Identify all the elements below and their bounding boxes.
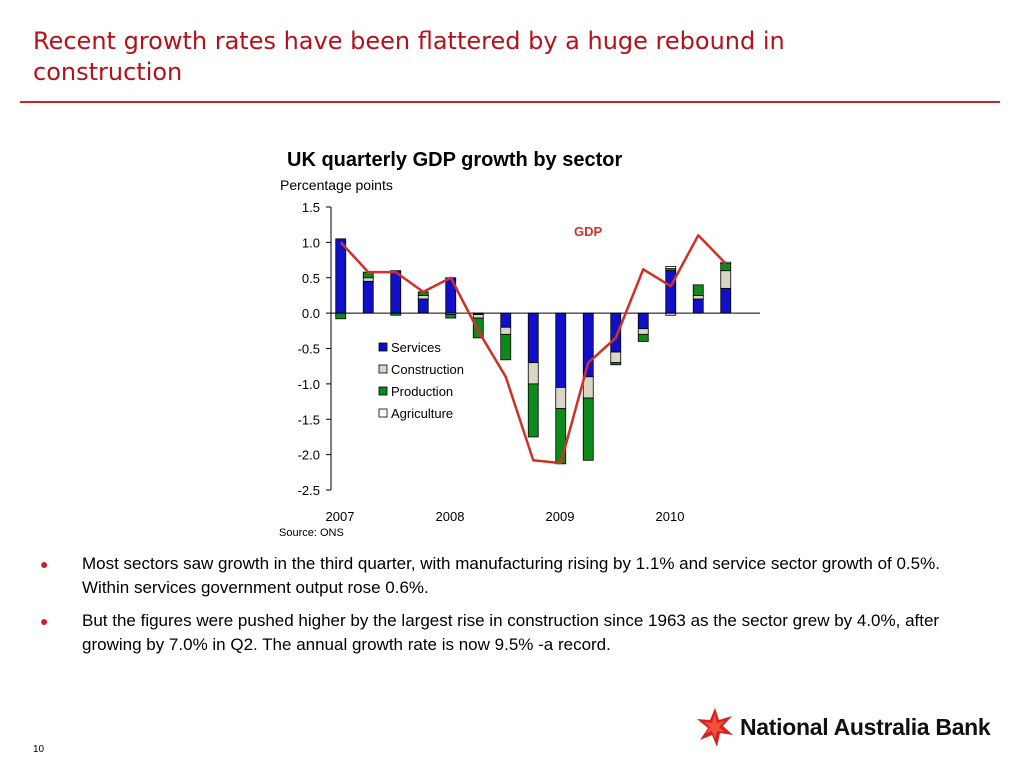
bullet-list: ● Most sectors saw growth in the third q… xyxy=(40,552,990,666)
bar-services-segment xyxy=(610,312,622,353)
bar-construction-segment xyxy=(500,326,512,335)
bar-production-segment xyxy=(555,408,567,465)
x-tick-label: 2010 xyxy=(656,509,685,524)
bar-services-segment xyxy=(637,312,649,330)
bar-production-segment xyxy=(637,333,649,342)
bank-logo-text: National Australia Bank xyxy=(740,714,991,740)
page-number: 10 xyxy=(33,744,45,755)
bar-production-segment xyxy=(527,383,539,438)
bar-production-segment xyxy=(610,362,622,366)
gdp-line-label: GDP xyxy=(574,224,603,239)
bullet-marker: ● xyxy=(40,613,49,629)
legend-entry: Construction xyxy=(391,362,464,377)
y-tick-label: 1.0 xyxy=(302,235,320,250)
bullet-marker: ● xyxy=(40,556,49,572)
y-tick-label: 0.0 xyxy=(302,306,320,321)
bar-production-segment xyxy=(472,317,484,339)
y-tick-label: -1.0 xyxy=(298,377,320,392)
bar-production-segment xyxy=(720,263,732,272)
bar-production-segment xyxy=(582,397,594,461)
y-tick-label: -2.0 xyxy=(298,448,320,463)
bar-services-segment xyxy=(720,287,732,314)
bar-construction-segment xyxy=(362,277,374,282)
bullet-item: ● But the figures were pushed higher by … xyxy=(40,609,990,657)
x-tick-label: 2008 xyxy=(436,509,465,524)
bar-services-segment xyxy=(362,280,374,314)
gdp-chart: 1.5 1.0 0.5 0.0 -0.5 -1.0 -1.5 -2.0 -2.5 2007 2008… xyxy=(298,200,760,524)
y-tick-label: 1.5 xyxy=(302,200,320,215)
bullet-item: ● Most sectors saw growth in the third q… xyxy=(40,552,990,600)
chart-title: UK quarterly GDP growth by sector xyxy=(287,149,623,171)
bar-construction-segment xyxy=(472,314,484,319)
bar-agriculture-segment xyxy=(665,266,677,269)
x-tick-label: 2009 xyxy=(546,509,575,524)
bar-construction-segment xyxy=(720,270,732,289)
bar-production-segment xyxy=(692,284,704,296)
legend-swatch xyxy=(378,364,388,374)
y-tick-label: -0.5 xyxy=(298,342,320,357)
bar-production-segment xyxy=(445,314,457,319)
bar-construction-segment xyxy=(637,328,649,335)
chart-source: Source: ONS xyxy=(279,527,344,539)
bar-services-segment xyxy=(417,298,429,314)
bar-services-segment xyxy=(555,312,567,388)
y-axis-unit-label: Percentage points xyxy=(280,177,393,193)
y-tick-label: 0.5 xyxy=(302,271,320,286)
y-tick-label: -1.5 xyxy=(298,412,320,427)
nab-star-logo-icon xyxy=(697,708,733,747)
bar-services-segment xyxy=(665,270,677,314)
bar-production-segment xyxy=(500,333,512,361)
bar-services-segment xyxy=(390,270,402,314)
bar-construction-segment xyxy=(555,387,567,410)
bar-services-segment xyxy=(692,298,704,314)
legend-entry: Agriculture xyxy=(391,406,453,421)
legend-entry: Services xyxy=(391,340,441,355)
y-tick-label: -2.5 xyxy=(298,483,320,498)
bullet-text: Most sectors saw growth in the third qua… xyxy=(82,554,940,597)
bar-services-segment xyxy=(335,238,347,314)
x-tick-label: 2007 xyxy=(326,509,355,524)
bar-construction-segment xyxy=(527,362,539,385)
legend-swatch xyxy=(378,386,388,396)
slide-title: Recent growth rates have been flattered … xyxy=(33,27,785,86)
legend-swatch xyxy=(378,342,388,352)
bar-construction-segment xyxy=(692,295,704,300)
legend-entry: Production xyxy=(391,384,453,399)
bar-production-segment xyxy=(335,312,347,320)
title-divider xyxy=(20,101,1000,103)
legend-swatch xyxy=(378,408,388,418)
bar-services-segment xyxy=(527,312,539,364)
bullet-text: But the figures were pushed higher by th… xyxy=(82,611,940,654)
bar-construction-segment xyxy=(417,295,429,300)
bar-services-segment xyxy=(500,312,512,328)
bar-construction-segment xyxy=(610,351,622,364)
